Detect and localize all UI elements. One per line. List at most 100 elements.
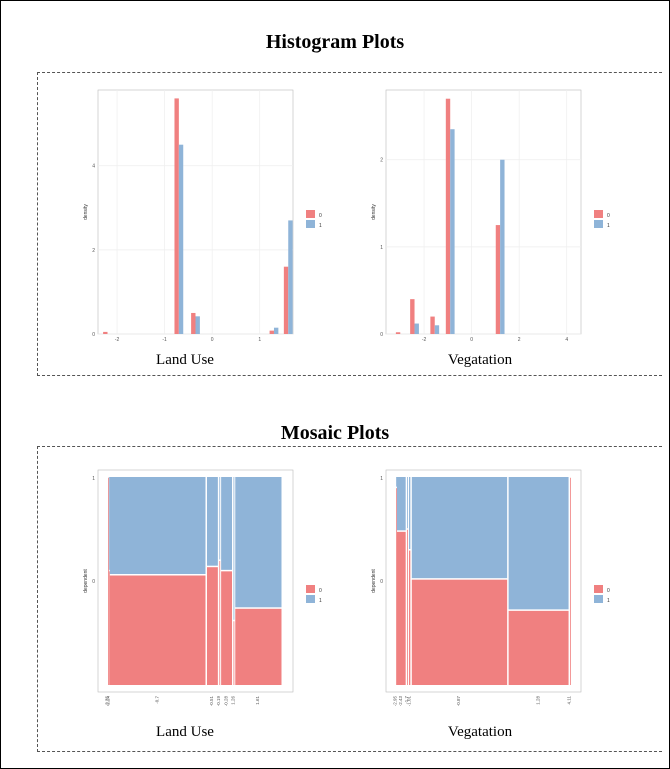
plot-panel bbox=[97, 89, 294, 335]
bar-1 bbox=[195, 316, 200, 334]
mosaic-tile-1 bbox=[235, 477, 282, 608]
x-tick-label: -0.51 bbox=[209, 696, 214, 707]
mosaic-land-use-caption: Land Use bbox=[156, 724, 214, 740]
x-tick-label: 1.61 bbox=[255, 696, 260, 705]
legend-label-0: 0 bbox=[607, 588, 610, 594]
mosaic-tile-0 bbox=[108, 571, 110, 685]
legend-label-0: 0 bbox=[319, 588, 322, 594]
y-tick-label: 2 bbox=[92, 248, 95, 254]
bar-0 bbox=[445, 98, 451, 334]
mosaic-vegatation-chart: -2.95 -2.43 -1.7-1.01 -0.87 1.28 4.1110depend… bbox=[371, 469, 610, 707]
histogram-vegatation-caption: Vegatation bbox=[447, 352, 513, 368]
bar-0 bbox=[191, 312, 196, 334]
mosaic-tile-1 bbox=[219, 477, 221, 560]
bar-0 bbox=[103, 331, 108, 334]
x-tick-label: 4.11 bbox=[567, 696, 572, 705]
mosaic-tile-1 bbox=[411, 477, 508, 579]
x-tick-label: -2.43 bbox=[398, 696, 403, 707]
mosaic-tile-0 bbox=[409, 550, 411, 685]
histogram-section-title: Histogram Plots bbox=[265, 31, 405, 53]
legend-key-0 bbox=[306, 585, 315, 593]
legend-key-1 bbox=[594, 220, 603, 228]
x-tick-label: 0 bbox=[470, 337, 473, 343]
mosaic-tile-0 bbox=[206, 567, 218, 685]
y-axis-label: dependent bbox=[83, 569, 89, 593]
mosaic-tile-0 bbox=[411, 579, 508, 685]
mosaic-tile-1 bbox=[396, 477, 406, 531]
mosaic-tile-1 bbox=[233, 477, 235, 620]
legend-label-1: 1 bbox=[607, 598, 610, 604]
mosaic-tile-0 bbox=[570, 477, 571, 685]
legend-label-1: 1 bbox=[319, 223, 322, 229]
y-tick-label: 0 bbox=[380, 332, 383, 338]
histogram-section-box bbox=[37, 72, 662, 376]
histogram-vegatation-panel: -2 0 2 4 0 1 2 density 0 1 bbox=[370, 82, 620, 349]
mosaic-tile-1 bbox=[407, 477, 408, 529]
bar-1 bbox=[273, 327, 279, 334]
histogram-land-use-caption: Land Use bbox=[156, 352, 214, 368]
mosaic-tile-0 bbox=[396, 531, 406, 685]
x-tick-label: -1.7 bbox=[404, 696, 409, 704]
y-axis-label: density bbox=[83, 204, 89, 220]
bar-0 bbox=[283, 266, 289, 334]
x-tick-label: -2 bbox=[422, 337, 427, 343]
x-tick-label: -0.19 bbox=[216, 696, 221, 707]
x-tick-label: 1.26 bbox=[230, 696, 235, 705]
bar-1 bbox=[288, 220, 293, 334]
mosaic-section-box bbox=[37, 446, 662, 752]
mosaic-tile-1 bbox=[108, 477, 110, 570]
y-tick-label: 0 bbox=[92, 332, 95, 338]
mosaic-land-use-chart: -2.35-2.24 -0.7 -0.51 -0.19 -0.28 1.26 1.6110d… bbox=[83, 469, 322, 707]
legend-label-1: 1 bbox=[319, 598, 322, 604]
mosaic-tile-1 bbox=[206, 477, 218, 566]
mosaic-tile-0 bbox=[508, 610, 569, 685]
legend-key-1 bbox=[306, 595, 315, 603]
y-tick-label: 1 bbox=[92, 476, 95, 482]
mosaic-tile-1 bbox=[221, 477, 233, 570]
x-tick-label: 1.28 bbox=[535, 696, 540, 705]
legend-label-0: 0 bbox=[607, 213, 610, 219]
x-tick-label: -0.28 bbox=[223, 696, 228, 707]
histogram-land-use-panel: -2 -1 0 1 0 2 4 density 0 1 bbox=[82, 82, 332, 349]
y-tick-label: 4 bbox=[92, 164, 95, 170]
x-tick-label: -1.01 bbox=[406, 696, 411, 707]
mosaic-section-title: Mosaic Plots bbox=[280, 422, 390, 444]
mosaic-tile-0 bbox=[235, 608, 282, 685]
legend-key-1 bbox=[306, 220, 315, 228]
mosaic-vegatation-caption: Vegatation bbox=[447, 724, 513, 740]
bar-0 bbox=[395, 332, 401, 334]
mosaic-land-use-panel: -2.35 -2.24 -0.7 -0.51 -0.19 -0.28 1.26 1.61 1 0 d… bbox=[82, 462, 332, 729]
legend-label-0: 0 bbox=[319, 213, 322, 219]
histogram-land-use-chart: -2 -1 0 1 0 2 4 density 0 1 bbox=[83, 89, 322, 343]
bar-0 bbox=[410, 299, 415, 334]
y-tick-label: 0 bbox=[380, 579, 383, 585]
mosaic-tile-0 bbox=[108, 477, 109, 685]
mosaic-tile-1 bbox=[508, 477, 569, 610]
x-tick-label: -2.24 bbox=[105, 696, 110, 707]
x-tick-label: 4 bbox=[565, 337, 568, 343]
histogram-vegatation-chart: -2 0 2 4 0 1 2 density 0 1 bbox=[371, 89, 610, 343]
y-tick-label: 0 bbox=[92, 579, 95, 585]
x-tick-label: 2 bbox=[518, 337, 521, 343]
y-tick-label: 1 bbox=[380, 476, 383, 482]
bar-1 bbox=[178, 144, 184, 334]
x-tick-label: -2.35 bbox=[104, 696, 109, 707]
y-tick-label: 2 bbox=[380, 158, 383, 164]
x-tick-label: 0 bbox=[211, 337, 214, 343]
y-axis-label: density bbox=[371, 204, 377, 220]
legend-key-1 bbox=[594, 595, 603, 603]
y-tick-label: 1 bbox=[380, 245, 383, 251]
mosaic-tile-1 bbox=[396, 477, 397, 487]
x-tick-label: -0.87 bbox=[456, 696, 461, 707]
plot-panel bbox=[385, 89, 582, 335]
legend-key-0 bbox=[594, 585, 603, 593]
y-axis-label: dependent bbox=[371, 569, 377, 593]
legend-key-0 bbox=[306, 210, 315, 218]
mosaic-tile-1 bbox=[409, 477, 411, 550]
bar-0 bbox=[174, 98, 179, 335]
mosaic-tile-0 bbox=[407, 529, 408, 685]
bar-1 bbox=[450, 129, 455, 334]
x-tick-label: -0.7 bbox=[154, 696, 159, 704]
x-tick-label: 1 bbox=[258, 337, 261, 343]
mosaic-tile-0 bbox=[233, 621, 235, 685]
